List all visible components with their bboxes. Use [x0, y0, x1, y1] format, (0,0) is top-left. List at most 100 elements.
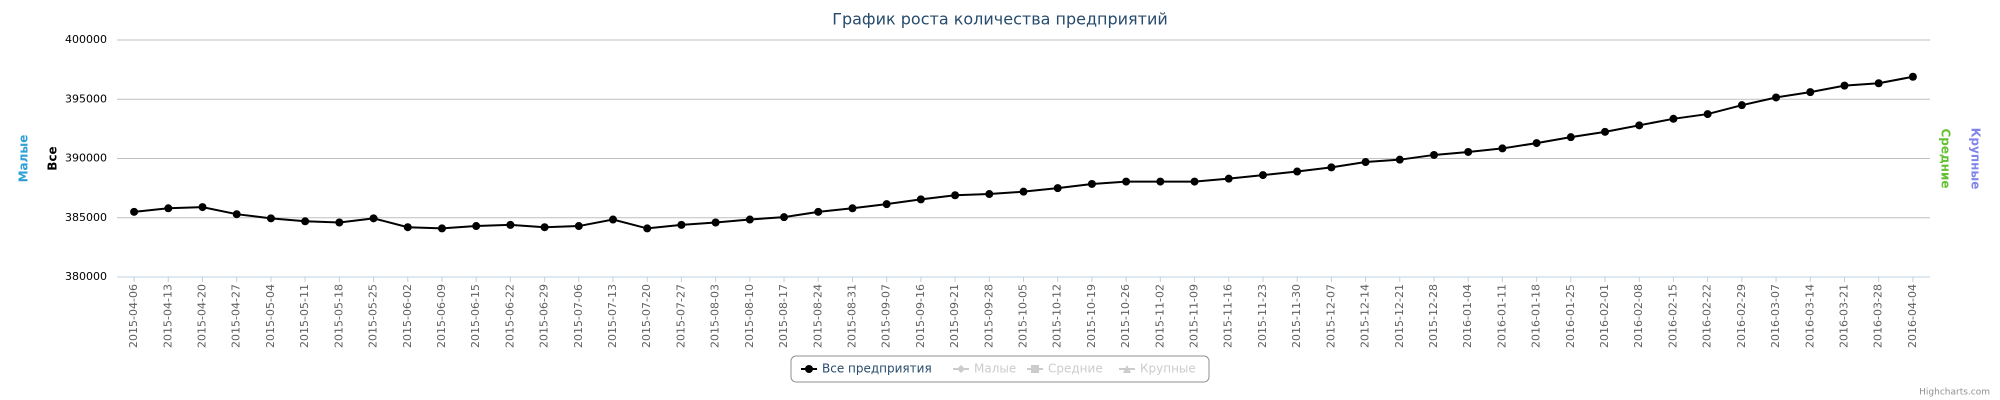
data-point — [369, 214, 378, 223]
legend-label: Все предприятия — [822, 362, 932, 376]
data-point — [1737, 101, 1746, 110]
data-point — [1224, 174, 1233, 183]
x-tick-label: 2015-05-11 — [298, 284, 311, 348]
data-point — [198, 203, 207, 212]
data-point — [1361, 158, 1370, 167]
x-tick-label: 2015-08-03 — [709, 284, 722, 348]
data-point — [403, 223, 412, 232]
data-point — [574, 222, 583, 231]
legend-box — [790, 355, 1210, 383]
chart-title: График роста количества предприятий — [832, 10, 1168, 29]
data-point — [1464, 147, 1473, 156]
x-tick-label: 2015-04-13 — [161, 284, 174, 348]
data-point — [1053, 184, 1062, 193]
x-tick-label: 2016-01-25 — [1564, 284, 1577, 348]
data-point — [1258, 171, 1267, 180]
x-tick-label: 2015-11-02 — [1153, 284, 1166, 348]
legend-symbol — [805, 365, 813, 373]
legend-symbol — [1123, 365, 1131, 373]
data-point — [711, 218, 720, 227]
x-tick-label: 2015-12-07 — [1324, 284, 1337, 348]
data-point — [1703, 110, 1712, 119]
data-point — [1327, 163, 1336, 172]
legend-item[interactable]: Малые — [953, 362, 1016, 376]
x-tick-label: 2015-04-27 — [230, 284, 243, 348]
data-point — [985, 190, 994, 199]
data-point — [916, 195, 925, 204]
x-tick-label: 2015-04-06 — [127, 284, 140, 348]
axis-title: Все — [46, 146, 60, 170]
x-tick-label: 2015-07-06 — [572, 284, 585, 348]
x-tick-label: 2016-01-18 — [1530, 284, 1543, 348]
x-tick-label: 2016-01-04 — [1461, 284, 1474, 348]
x-tick-label: 2015-11-16 — [1222, 284, 1235, 348]
data-point — [164, 204, 173, 213]
data-point — [848, 204, 857, 213]
legend-symbol — [1031, 365, 1039, 373]
x-tick-label: 2016-02-15 — [1666, 284, 1679, 348]
x-tick-label: 2015-06-22 — [503, 284, 516, 348]
x-tick-label: 2015-12-28 — [1427, 284, 1440, 348]
x-tick-label: 2015-10-26 — [1119, 284, 1132, 348]
x-tick-label: 2015-10-12 — [1051, 284, 1064, 348]
data-point — [266, 214, 275, 223]
data-point — [1395, 155, 1404, 164]
legend-item[interactable]: Крупные — [1119, 362, 1196, 376]
axis-title: Крупные — [1969, 128, 1983, 190]
y-tick-label: 390000 — [65, 152, 107, 165]
x-tick-label: 2015-09-28 — [982, 284, 995, 348]
data-point — [1087, 179, 1096, 188]
x-tick-label: 2016-03-28 — [1872, 284, 1885, 348]
x-tick-label: 2015-04-20 — [196, 284, 209, 348]
data-point — [951, 191, 960, 200]
data-point — [1566, 133, 1575, 142]
legend-label: Крупные — [1140, 362, 1196, 376]
legend-label: Малые — [974, 362, 1016, 376]
data-point — [301, 217, 310, 226]
data-point — [232, 210, 241, 219]
data-point — [780, 213, 789, 222]
x-tick-label: 2016-01-11 — [1495, 284, 1508, 348]
credits[interactable]: Highcharts.com — [1919, 388, 1990, 398]
data-point — [1806, 88, 1815, 97]
data-point — [745, 215, 754, 224]
data-point — [1669, 114, 1678, 123]
x-tick-label: 2015-12-14 — [1359, 284, 1372, 348]
x-tick-label: 2016-03-14 — [1803, 284, 1816, 348]
data-point — [1874, 79, 1883, 88]
x-tick-label: 2015-07-13 — [606, 284, 619, 348]
data-point — [814, 207, 823, 216]
legend-symbol — [957, 365, 965, 373]
data-point — [472, 222, 481, 231]
x-tick-label: 2016-02-01 — [1598, 284, 1611, 348]
data-point — [1601, 127, 1610, 136]
x-tick-label: 2015-05-18 — [332, 284, 345, 348]
data-point — [1293, 167, 1302, 176]
x-tick-label: 2016-02-22 — [1701, 284, 1714, 348]
data-point — [130, 207, 139, 216]
y-tick-label: 380000 — [65, 270, 107, 283]
data-point — [1190, 177, 1199, 186]
x-tick-label: 2015-06-02 — [401, 284, 414, 348]
x-tick-label: 2016-03-07 — [1769, 284, 1782, 348]
x-tick-label: 2015-08-31 — [845, 284, 858, 348]
data-point — [882, 200, 891, 209]
x-tick-label: 2015-05-04 — [264, 284, 277, 348]
data-point — [1840, 81, 1849, 90]
data-point — [1772, 93, 1781, 102]
y-tick-label: 400000 — [65, 33, 107, 46]
data-point — [1019, 187, 1028, 196]
x-tick-label: 2015-09-21 — [948, 284, 961, 348]
x-tick-label: 2015-06-15 — [469, 284, 482, 348]
data-point — [1429, 150, 1438, 159]
x-tick-label: 2016-02-08 — [1632, 284, 1645, 348]
x-tick-label: 2015-11-30 — [1290, 284, 1303, 348]
x-tick-label: 2015-08-17 — [777, 284, 790, 348]
x-tick-label: 2015-08-24 — [811, 284, 824, 348]
x-tick-label: 2015-10-05 — [1017, 284, 1030, 348]
data-point — [1908, 72, 1917, 81]
legend-item[interactable]: Средние — [1027, 362, 1103, 376]
data-point — [1532, 139, 1541, 148]
legend-item[interactable]: Все предприятия — [801, 362, 932, 376]
data-point — [643, 224, 652, 233]
